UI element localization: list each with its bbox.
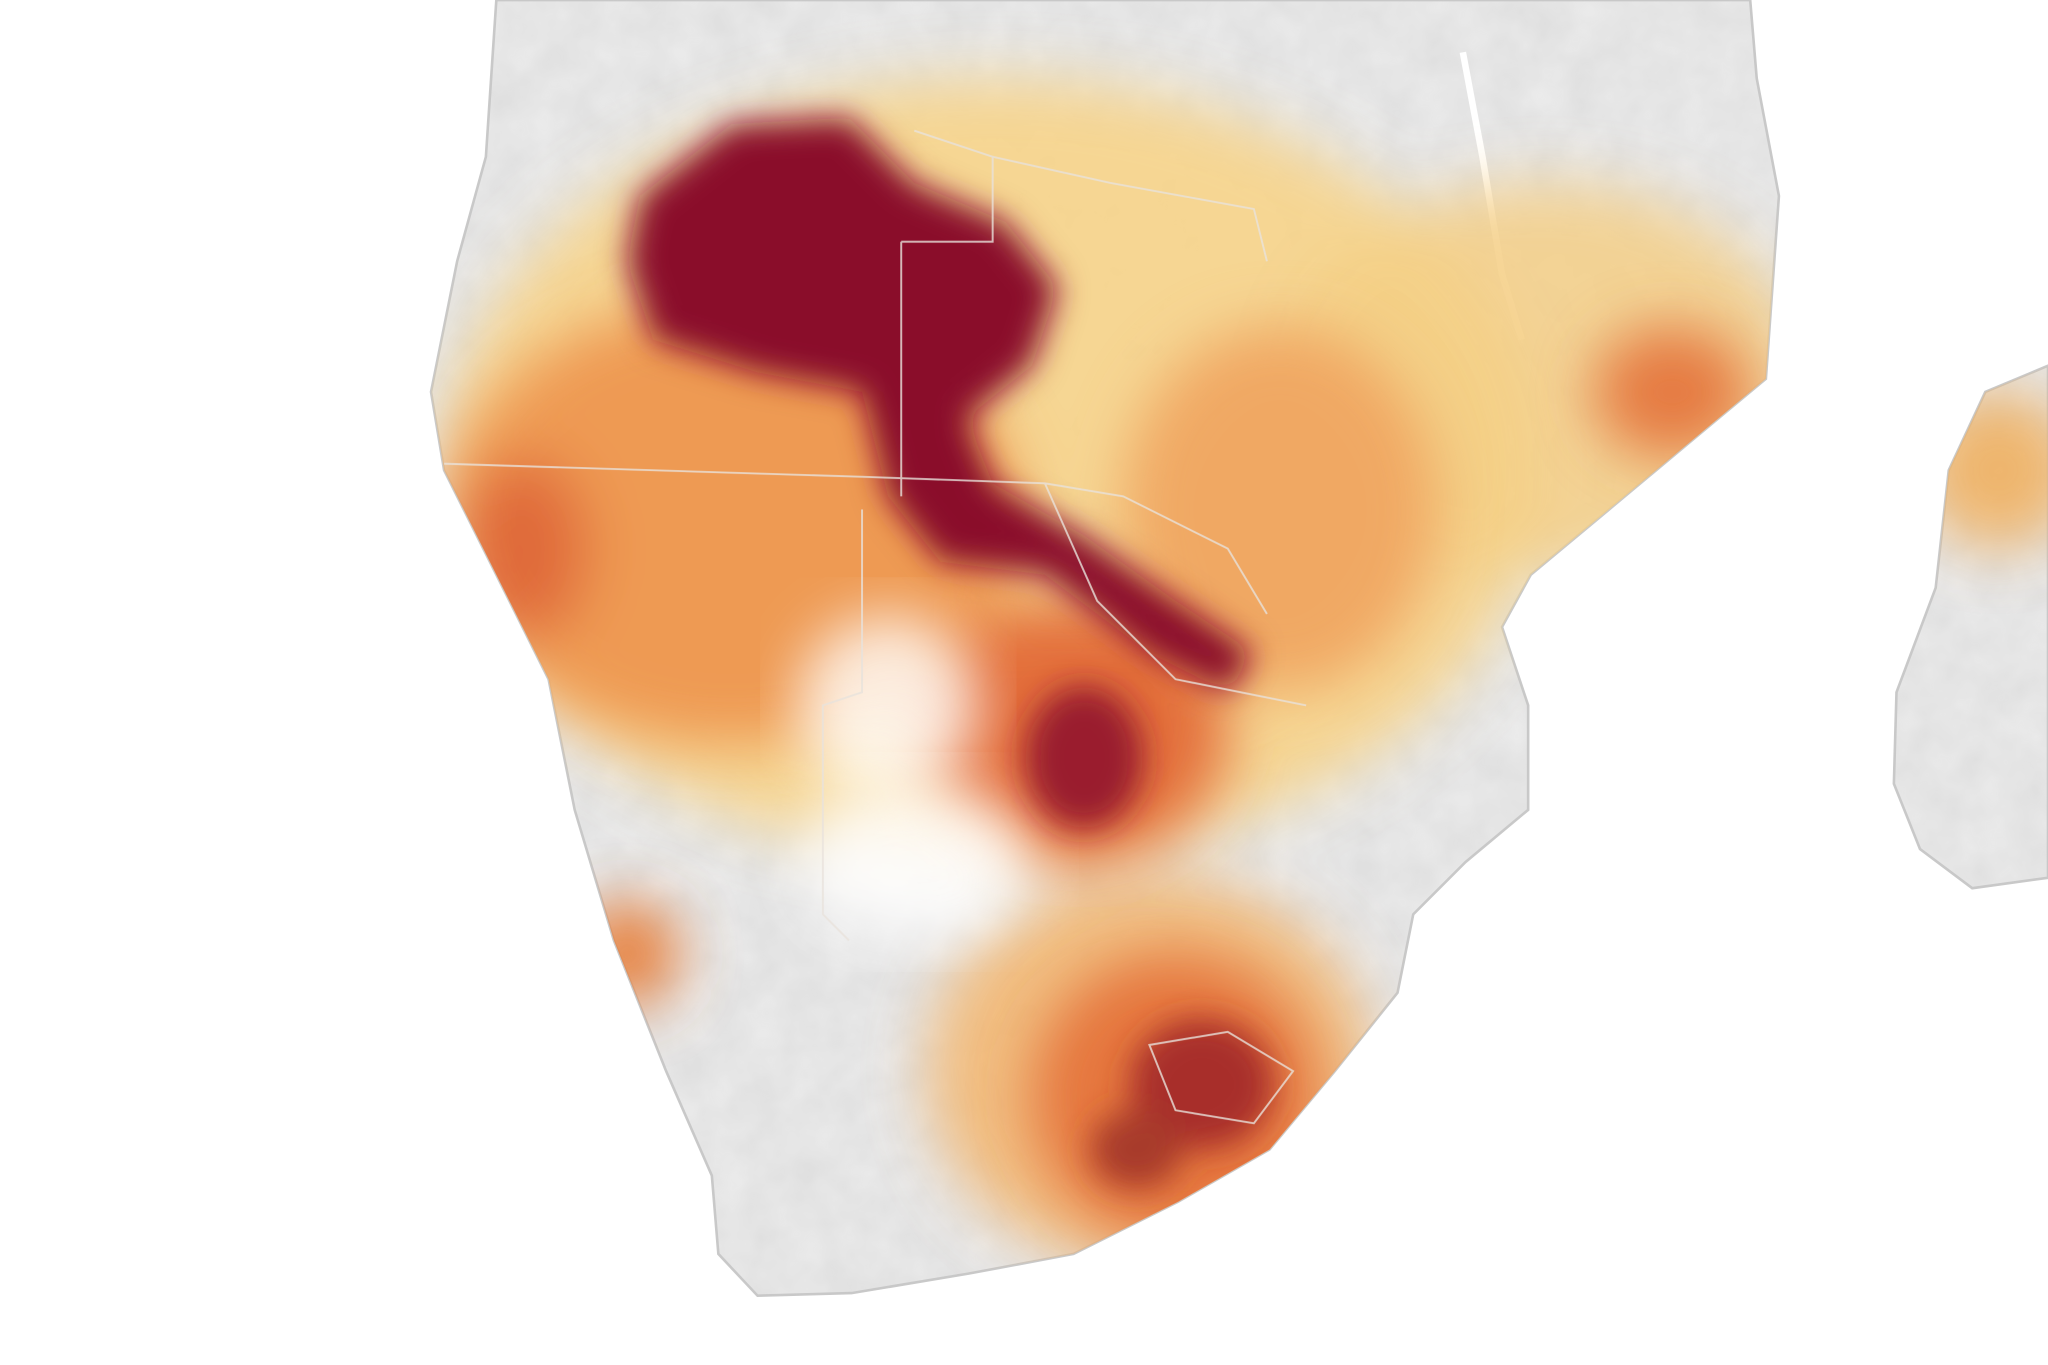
extreme-heat	[626, 117, 1274, 1189]
clear-area	[796, 783, 1032, 941]
borders	[444, 129, 1307, 1125]
clear-area	[796, 613, 980, 797]
heat-layer	[444, 78, 2048, 1267]
